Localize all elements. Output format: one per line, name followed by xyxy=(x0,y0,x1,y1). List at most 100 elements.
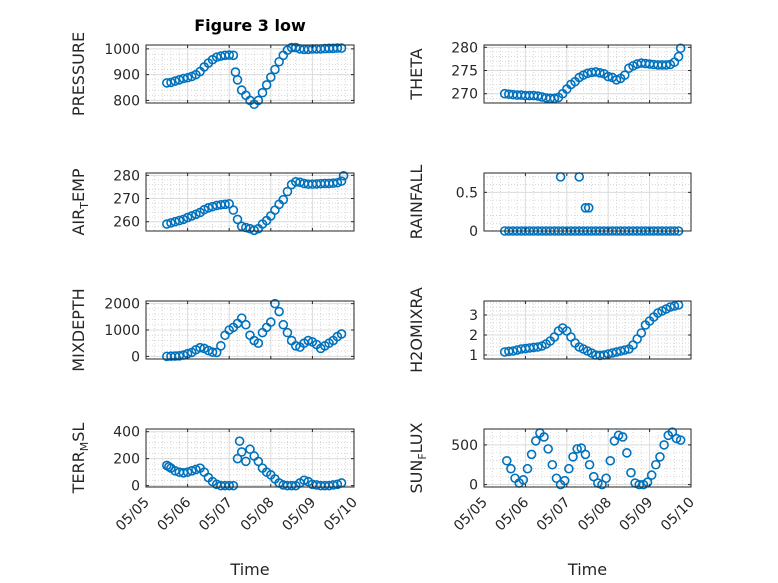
data-point xyxy=(166,77,176,88)
data-point xyxy=(170,76,180,86)
data-point xyxy=(572,444,582,454)
data-point xyxy=(634,479,645,490)
axes-box xyxy=(483,172,692,232)
y-axis-label-main: PRESSURE xyxy=(69,32,88,116)
x-tick-label: 05/09 xyxy=(279,495,319,535)
data-point xyxy=(220,199,230,210)
data-point xyxy=(619,70,630,80)
data-point xyxy=(216,341,226,351)
y-tick-label: 260 xyxy=(113,215,140,231)
data-point xyxy=(501,455,512,466)
data-point xyxy=(580,203,591,213)
data-point xyxy=(282,186,293,197)
subplot-row4-right: 0 500 05/05 05/06 05/07 05/08 05/09 05/10 SUNFLU… xyxy=(407,422,698,579)
data-point xyxy=(228,205,239,215)
data-point xyxy=(245,330,255,341)
y-axis-label: RAINFALL xyxy=(407,165,426,240)
data-point xyxy=(170,216,180,227)
data-point xyxy=(659,440,669,450)
data-point xyxy=(282,327,293,338)
data-point xyxy=(286,335,297,346)
y-axis-label-main: MIXDEPTH xyxy=(69,288,88,371)
data-point xyxy=(174,215,185,226)
y-axis-label: H2OMIXRA xyxy=(407,287,426,373)
data-point xyxy=(232,75,243,85)
data-point xyxy=(543,444,553,454)
data-point xyxy=(182,467,193,477)
data-point xyxy=(675,43,686,54)
data-point xyxy=(265,317,276,327)
y-axis-label-tail: LUX xyxy=(407,422,426,453)
y-tick-label: 0 xyxy=(131,479,140,495)
y-axis-label: TERRMSL xyxy=(69,423,91,495)
data-point xyxy=(191,464,201,475)
data-point xyxy=(303,335,314,346)
x-tick-label: 05/09 xyxy=(617,495,657,535)
data-point xyxy=(669,301,680,311)
data-point xyxy=(619,345,630,355)
data-point xyxy=(253,456,264,467)
y-tick-label: 2 xyxy=(469,328,478,344)
data-point xyxy=(232,214,243,225)
series-markers xyxy=(501,427,686,490)
y-axis-label: MIXDEPTH xyxy=(69,288,88,371)
data-point xyxy=(617,432,628,442)
data-point xyxy=(278,194,289,205)
axes-box xyxy=(483,300,692,360)
data-point xyxy=(290,341,301,351)
data-point xyxy=(241,319,251,330)
y-tick-label: 1000 xyxy=(104,42,140,58)
y-axis-label-subscript: F xyxy=(416,453,429,459)
data-point xyxy=(605,455,616,466)
data-point xyxy=(245,444,255,455)
data-point xyxy=(603,71,614,82)
data-point xyxy=(274,306,284,317)
data-point xyxy=(655,452,665,462)
axes-box xyxy=(483,44,692,104)
y-tick-label: 3 xyxy=(469,308,478,324)
data-point xyxy=(236,313,247,323)
y-tick-label: 500 xyxy=(451,438,478,454)
data-point xyxy=(274,56,284,67)
data-point xyxy=(547,459,558,470)
data-point xyxy=(626,467,636,478)
data-point xyxy=(253,338,264,348)
data-point xyxy=(555,172,566,182)
data-point xyxy=(568,452,578,462)
data-point xyxy=(673,51,684,62)
data-point xyxy=(336,329,347,339)
data-point xyxy=(265,72,276,83)
data-point xyxy=(232,453,243,464)
x-tick-label: 05/07 xyxy=(534,495,574,535)
y-tick-label: 280 xyxy=(451,40,478,56)
data-point xyxy=(236,221,247,232)
y-axis-label-subscript: T xyxy=(78,202,91,210)
y-tick-label: 0 xyxy=(469,478,478,494)
data-point xyxy=(530,436,541,446)
data-point xyxy=(526,449,537,460)
data-point xyxy=(253,95,264,106)
data-point xyxy=(583,203,594,213)
data-point xyxy=(278,319,289,330)
y-axis-label-main: RAINFALL xyxy=(407,165,426,240)
data-point xyxy=(675,435,686,445)
y-axis-label-subscript: M xyxy=(78,442,91,452)
y-tick-label: 0 xyxy=(131,349,140,365)
data-point xyxy=(299,475,309,486)
data-point xyxy=(257,87,268,98)
subplot-row2-right: 0 0.5 RAINFALL xyxy=(407,165,692,240)
x-tick-label: 05/10 xyxy=(321,495,361,535)
y-axis-label-main: AIR xyxy=(69,209,88,236)
data-point xyxy=(636,328,647,338)
y-axis-label-main: TERR xyxy=(69,451,88,494)
x-tick-label: 05/08 xyxy=(575,495,615,535)
series-markers xyxy=(162,298,347,362)
data-point xyxy=(580,449,591,460)
x-tick-label: 05/06 xyxy=(492,494,532,534)
data-point xyxy=(270,64,280,75)
data-point xyxy=(338,170,349,181)
x-axis-label: Time xyxy=(229,560,269,579)
y-tick-label: 1 xyxy=(469,348,478,364)
data-point xyxy=(234,436,245,446)
data-point xyxy=(186,466,197,476)
